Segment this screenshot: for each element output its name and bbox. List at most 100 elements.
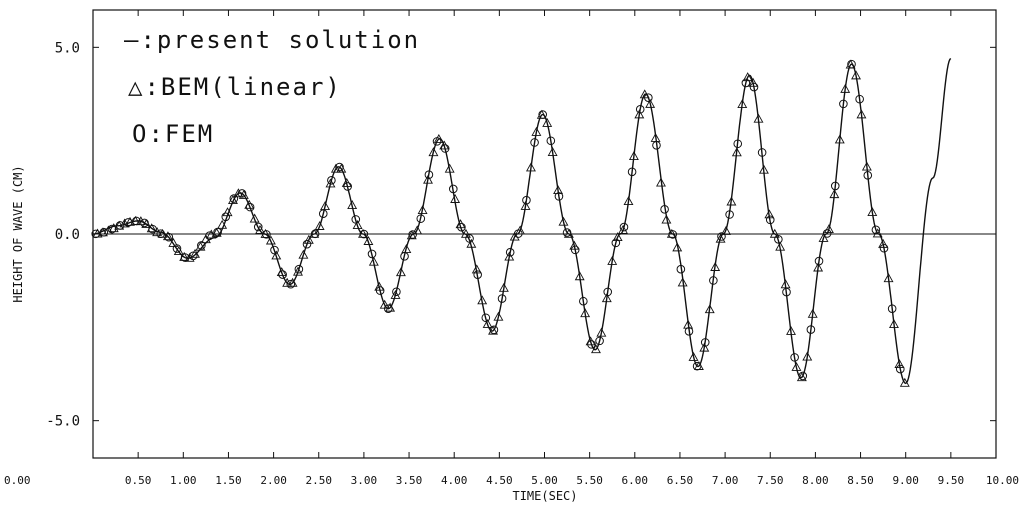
bem-point: [834, 134, 845, 144]
fem-point: [310, 229, 320, 239]
bem-point: [255, 224, 266, 234]
legend-fem: O:FEM: [132, 120, 214, 148]
bem-point: [634, 109, 645, 119]
fem-point: [830, 181, 840, 191]
fem-point: [448, 184, 458, 194]
fem-point: [587, 340, 596, 349]
bem-point: [347, 200, 358, 209]
x-tick-label: 6.50: [667, 474, 694, 487]
bem-point: [412, 225, 423, 235]
bem-point: [482, 318, 493, 328]
bem-point: [558, 216, 569, 226]
bem-point: [190, 248, 201, 258]
fem-point: [692, 361, 702, 371]
bem-point: [531, 126, 542, 136]
bem-point: [303, 234, 314, 244]
bem-point: [423, 174, 433, 184]
x-tick-label: 3.50: [396, 474, 423, 487]
fem-point: [440, 144, 450, 153]
bem-point: [477, 295, 488, 305]
x-tick-label: 8.00: [802, 474, 829, 487]
fem-point: [619, 222, 629, 232]
fem-point: [132, 216, 141, 226]
fem-point: [253, 222, 263, 232]
bem-point: [488, 325, 498, 335]
fem-point: [554, 192, 564, 201]
x-tick-label: 0.50: [125, 474, 152, 487]
fem-point: [115, 221, 125, 230]
bem-point: [260, 228, 271, 238]
x-tick-label: 9.50: [938, 474, 965, 487]
fem-point: [530, 138, 539, 147]
series-layer: [91, 57, 952, 387]
fem-point: [416, 214, 426, 223]
x-axis-label: TIME(SEC): [512, 489, 577, 503]
bem-point: [444, 163, 455, 173]
fem-point: [700, 338, 710, 347]
bem-point: [888, 319, 899, 329]
bem-point: [612, 232, 623, 242]
x-tick-label: 2.50: [306, 474, 333, 487]
bem-point: [179, 251, 190, 261]
fem-point: [595, 336, 604, 346]
fem-point: [245, 202, 255, 212]
fem-point: [627, 167, 637, 177]
fem-point: [635, 104, 645, 114]
fem-point: [765, 215, 775, 225]
bem-point: [851, 70, 861, 80]
bem-point: [433, 133, 444, 143]
bem-point: [330, 163, 341, 173]
bem-point: [601, 293, 612, 303]
legend-bem-linear: △:BEM(linear): [128, 73, 342, 101]
bem-point: [899, 377, 910, 387]
fem-point: [733, 139, 743, 149]
bem-point: [688, 351, 699, 361]
fem-point: [205, 231, 214, 241]
bem-point: [222, 207, 233, 217]
fem-point: [562, 228, 572, 237]
bem-point: [742, 72, 753, 82]
fem-point: [294, 264, 304, 274]
bem-point: [146, 223, 157, 233]
y-tick-label: 5.0: [55, 40, 80, 56]
fem-point: [335, 162, 344, 172]
bem-point: [894, 359, 905, 368]
fem-point: [99, 227, 109, 237]
fem-point: [140, 218, 149, 228]
fem-point: [863, 171, 873, 180]
bem-point: [265, 235, 276, 245]
fem-point: [790, 353, 799, 362]
x-tick-label: 2.00: [260, 474, 287, 487]
fem-point: [197, 241, 206, 250]
fem-point: [717, 232, 726, 241]
fem-point: [847, 59, 856, 69]
bem-point: [861, 161, 872, 171]
bem-point: [320, 201, 331, 211]
x-tick-label: 0.00: [4, 474, 31, 487]
bem-point: [661, 214, 672, 224]
fem-point: [709, 276, 718, 285]
fem-point: [505, 247, 515, 257]
fem-point: [148, 224, 157, 234]
x-tick-label: 7.50: [757, 474, 784, 487]
bem-point: [856, 109, 867, 119]
y-axis-label: HEIGHT OF WAVE (CM): [11, 165, 25, 302]
fem-point: [570, 245, 580, 255]
fem-point: [367, 249, 377, 259]
fem-point: [668, 230, 678, 239]
series-fem-markers: [91, 59, 905, 381]
bem-point: [807, 308, 818, 318]
bem-point: [162, 231, 173, 241]
fem-point: [327, 176, 336, 185]
fem-point: [424, 170, 434, 180]
fem-point: [871, 225, 881, 235]
bem-point: [368, 256, 379, 266]
fem-point: [895, 364, 905, 374]
bem-point: [683, 319, 694, 329]
fem-point: [107, 224, 117, 234]
bem-point: [780, 279, 791, 289]
bem-point: [173, 246, 184, 255]
bem-point: [607, 255, 618, 265]
bem-point: [791, 361, 802, 371]
fem-point: [652, 140, 661, 150]
